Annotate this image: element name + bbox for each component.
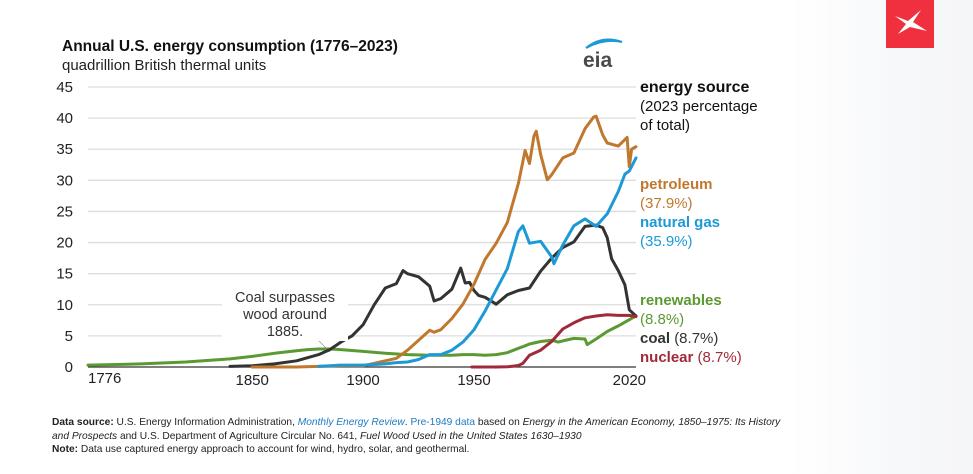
- eia-swoosh-icon: eia: [583, 38, 623, 72]
- chart-subtitle: quadrillion British thermal units: [62, 57, 267, 74]
- legend-label: petroleum: [640, 176, 713, 193]
- series-line-petroleum: [250, 114, 638, 369]
- source-text: .: [404, 417, 411, 428]
- y-tick-label: 20: [56, 235, 73, 252]
- y-tick-label: 45: [56, 79, 73, 96]
- legend-label: natural gas: [640, 214, 721, 231]
- legend-label: coal: [640, 330, 671, 347]
- series-line-renewables: [86, 314, 638, 367]
- legend-item-nuclear: nuclear (8.7%): [640, 348, 742, 367]
- legend-pct: (8.8%): [640, 311, 685, 328]
- note-label: Note:: [52, 444, 79, 455]
- legend-heading: energy source (2023 percentage of total): [640, 78, 758, 135]
- grid-lines: [88, 86, 636, 337]
- source-text: based on: [475, 417, 523, 428]
- legend-heading-title: energy source: [640, 79, 750, 96]
- y-tick-label: 10: [56, 297, 73, 314]
- x-tick-label: 2020: [613, 372, 646, 389]
- legend-pct: (8.7%): [697, 349, 742, 366]
- legend-pct: (35.9%): [640, 233, 693, 250]
- eia-logo: eia: [578, 34, 628, 72]
- source-book-title: Energy in the American Economy, 1850–197…: [52, 417, 781, 442]
- legend-item-petroleum: petroleum (37.9%): [640, 175, 713, 213]
- eia-logo-text: eia: [583, 49, 613, 70]
- series-line-nuclear: [470, 313, 638, 369]
- y-tick-label: 5: [65, 328, 73, 345]
- x-tick-label: 1950: [457, 372, 490, 389]
- source-text: and U.S. Department of Agriculture Circu…: [117, 430, 361, 442]
- data-source-line: Data source: U.S. Energy Information Adm…: [52, 416, 782, 443]
- side-panel: [790, 0, 973, 474]
- legend-label: renewables: [640, 292, 722, 309]
- y-tick-label: 40: [56, 110, 73, 127]
- source-circular-title: Fuel Wood Used in the United States 1630…: [360, 430, 582, 442]
- annotation-line-3: 1885.: [266, 324, 304, 340]
- pre-1949-data-link[interactable]: Pre-1949 data: [410, 417, 476, 428]
- y-tick-label: 35: [56, 141, 73, 158]
- legend-label: nuclear: [640, 349, 694, 366]
- legend-pct: (8.7%): [674, 330, 719, 347]
- legend-pct: (37.9%): [640, 195, 693, 212]
- legend-item-natural-gas: natural gas (35.9%): [640, 213, 720, 251]
- footer-notes: Data source: U.S. Energy Information Adm…: [52, 416, 782, 457]
- monthly-energy-review-link[interactable]: Monthly Energy Review: [297, 417, 405, 428]
- brand-logo[interactable]: [886, 0, 934, 48]
- x-logo-icon: [895, 10, 927, 34]
- x-tick-label: 1776: [88, 370, 121, 387]
- y-tick-label: 25: [56, 203, 73, 220]
- annotation-line-1: Coal surpasses: [235, 290, 335, 306]
- legend-item-coal: coal (8.7%): [640, 329, 718, 348]
- y-axis-ticks: 0 5 10 15 20 25 30 35 40 45: [56, 79, 73, 376]
- series-line-natural-gas: [317, 156, 638, 368]
- legend-item-renewables: renewables (8.8%): [640, 291, 722, 329]
- legend-heading-sub-2: of total): [640, 117, 691, 134]
- y-tick-label: 0: [65, 359, 73, 376]
- chart-title: Annual U.S. energy consumption (1776–202…: [62, 38, 398, 55]
- note-text: Data use captured energy approach to acc…: [78, 444, 470, 455]
- x-tick-label: 1850: [235, 372, 268, 389]
- y-tick-label: 30: [56, 172, 73, 189]
- annotation-coal-surpasses-wood: Coal surpasses wood around 1885.: [222, 290, 348, 341]
- annotation-line-2: wood around: [243, 307, 327, 323]
- series-lines: [86, 114, 638, 369]
- y-tick-label: 15: [56, 266, 73, 283]
- note-line: Note: Data use captured energy approach …: [52, 443, 782, 457]
- legend-heading-sub-1: (2023 percentage: [640, 98, 758, 115]
- x-tick-label: 1900: [346, 372, 379, 389]
- source-text: U.S. Energy Information Administration,: [113, 417, 298, 428]
- x-axis-ticks: 1776 1850 1900 1950 2020: [88, 370, 646, 389]
- data-source-label: Data source:: [52, 417, 114, 428]
